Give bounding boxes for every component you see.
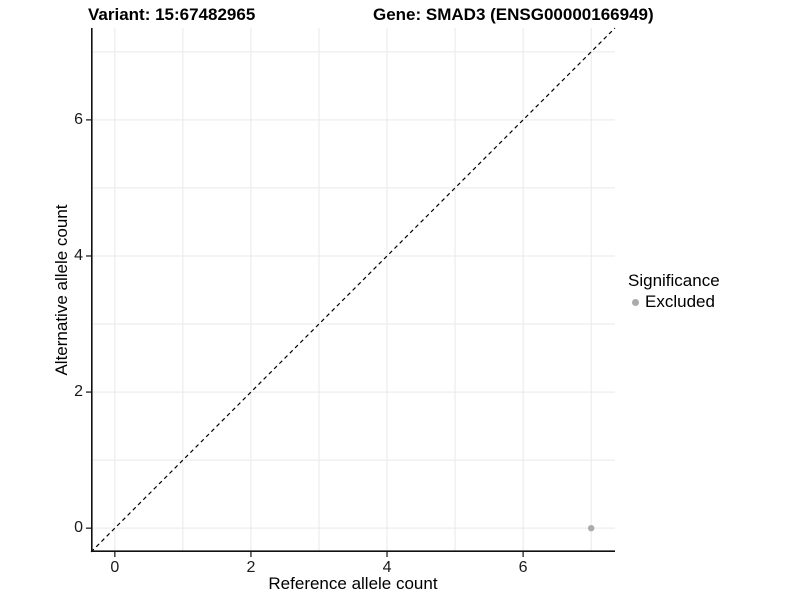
x-tick-label: 2 xyxy=(246,559,256,576)
x-tick-label: 6 xyxy=(518,559,528,576)
legend-title: Significance xyxy=(628,271,720,290)
x-tick-label: 0 xyxy=(110,559,120,576)
y-tick-label: 0 xyxy=(74,519,83,537)
y-axis-title: Alternative allele count xyxy=(52,204,71,376)
legend: Significance Excluded xyxy=(627,271,720,312)
identity-dashed-line xyxy=(90,27,616,553)
gene-title: Gene: SMAD3 (ENSG00000166949) xyxy=(373,5,654,24)
y-tick-label: 2 xyxy=(74,383,83,401)
legend-item-excluded: Excluded xyxy=(627,292,720,312)
y-tick-label: 6 xyxy=(74,110,83,128)
plot-panel xyxy=(86,27,616,557)
x-tick-label: 4 xyxy=(382,559,392,576)
y-tick-label: 4 xyxy=(74,246,83,264)
legend-item-label: Excluded xyxy=(645,292,715,311)
plot-canvas xyxy=(86,27,616,557)
x-axis-title: Reference allele count xyxy=(268,574,438,593)
variant-title: Variant: 15:67482965 xyxy=(88,5,256,24)
data-point xyxy=(587,524,595,532)
excluded-point-icon xyxy=(632,298,639,306)
